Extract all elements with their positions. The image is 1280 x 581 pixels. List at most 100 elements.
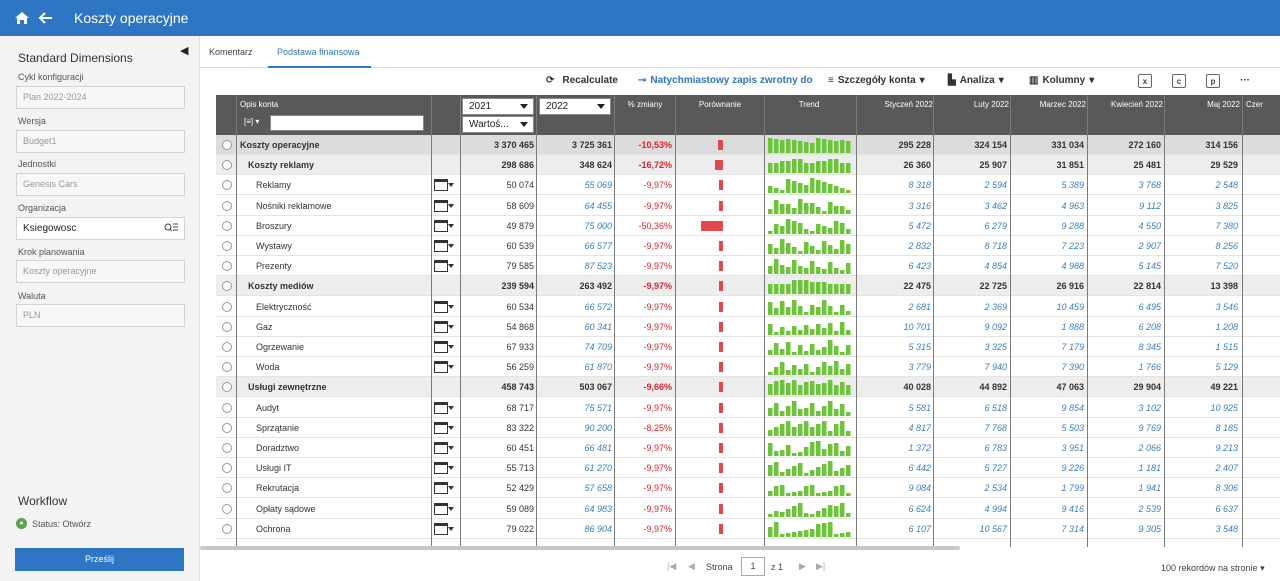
month-value[interactable]: 5 581 [908,402,931,413]
export-csv-icon[interactable]: c [1172,74,1186,88]
month-value[interactable]: 9 084 [908,483,931,494]
month-value[interactable]: 9 288 [1061,220,1084,231]
month-value[interactable]: 2 594 [984,180,1007,191]
calendar-icon[interactable] [434,522,448,535]
calendar-icon[interactable] [434,320,448,333]
value-2022[interactable]: 60 341 [584,321,612,332]
month-value[interactable]: 1 766 [1138,362,1161,373]
month-value[interactable]: 2 539 [1138,503,1161,514]
recalculate-button[interactable]: ⟳ Recalculate [546,75,618,86]
value-2022[interactable]: 87 523 [584,261,612,272]
month-value[interactable]: 4 963 [1061,200,1084,211]
month-value[interactable]: 5 727 [984,463,1007,474]
back-arrow-icon[interactable] [36,8,56,28]
table-row[interactable]: Sprzątanie 83 322 90 200 -8,25% 4 817 7 768 5 … [216,418,1280,438]
organization-field[interactable]: Ksiegowosc [16,217,185,240]
filter-icon[interactable]: [≡] ▾ [244,117,260,126]
row-select-radio[interactable] [222,140,232,150]
currency-field[interactable]: PLN [16,304,185,327]
month-value[interactable]: 10 701 [903,321,931,332]
table-row[interactable]: Audyt 68 717 75 571 -9,97% 5 581 6 518 9 854 3 … [216,398,1280,418]
account-filter-input[interactable] [270,115,424,131]
per-page-select[interactable]: 100 rekordów na stronie ▾ [1161,563,1265,573]
month-value[interactable]: 9 112 [1139,200,1161,211]
row-select-radio[interactable] [222,241,232,251]
row-select-radio[interactable] [222,443,232,453]
dropdown-icon[interactable] [448,223,454,228]
month-value[interactable]: 5 145 [1138,261,1161,272]
calendar-icon[interactable] [434,240,448,252]
month-value[interactable]: 8 718 [984,241,1007,251]
value-2022[interactable]: 55 069 [584,180,612,191]
month-value[interactable]: 1 208 [1215,321,1238,332]
dropdown-icon[interactable] [448,526,454,531]
month-value[interactable]: 6 423 [908,261,931,272]
month-value[interactable]: 7 390 [1061,362,1084,373]
month-value[interactable]: 3 548 [1215,523,1238,534]
month-value[interactable]: 2 907 [1138,241,1161,251]
tab-financial-basis[interactable]: Podstawa finansowa [277,47,360,57]
value-2022[interactable]: 90 200 [584,422,612,433]
month-value[interactable]: 6 637 [1215,503,1238,514]
month-value[interactable]: 5 389 [1061,180,1084,191]
value-2022[interactable]: 66 572 [584,301,612,312]
calendar-icon[interactable] [434,462,448,475]
value-2022[interactable]: 86 904 [584,523,612,534]
year-2021-select[interactable]: 2021 [462,98,534,115]
month-value[interactable]: 10 459 [1056,301,1084,312]
table-row[interactable]: Woda 56 259 61 870 -9,97% 3 779 7 940 7 390 1 7… [216,357,1280,378]
value-2022[interactable]: 74 709 [584,342,612,352]
value-2022[interactable]: 61 870 [584,362,612,373]
calendar-icon[interactable] [434,482,448,495]
last-page-icon[interactable]: ▶| [816,561,826,571]
dropdown-icon[interactable] [448,324,454,329]
month-value[interactable]: 9 226 [1061,463,1084,474]
month-value[interactable]: 9 416 [1061,503,1084,514]
table-row[interactable]: Prezenty 79 585 87 523 -9,97% 6 423 4 854 4 98… [216,256,1280,277]
calendar-icon[interactable] [434,421,448,434]
month-value[interactable]: 4 854 [984,261,1007,272]
export-pdf-icon[interactable]: p [1206,74,1220,88]
table-row[interactable]: Ochrona 79 022 86 904 -9,97% 6 107 10 567 7 31… [216,519,1280,539]
filter-list-icon[interactable] [164,221,178,242]
table-row[interactable]: Rekrutacja 52 429 57 658 -9,97% 9 084 2 534 1 … [216,478,1280,499]
writeback-toggle[interactable]: ⊸ Natychmiastowy zapis zwrotny do [638,75,813,86]
month-value[interactable]: 9 213 [1215,443,1238,453]
version-field[interactable]: Budget1 [16,130,185,153]
month-value[interactable]: 4 988 [1061,261,1084,272]
table-row[interactable]: Broszury 49 879 75 000 -50,36% 5 472 6 279 9 2… [216,216,1280,236]
month-value[interactable]: 6 442 [908,463,931,474]
value-2022[interactable]: 57 658 [584,483,612,494]
calendar-icon[interactable] [434,502,448,515]
dropdown-icon[interactable] [448,365,454,370]
table-row[interactable]: Usługi IT 55 713 61 270 -9,97% 6 442 5 727 9 2… [216,458,1280,479]
dropdown-icon[interactable] [448,244,454,248]
dropdown-icon[interactable] [448,405,454,410]
row-select-radio[interactable] [222,180,232,191]
row-select-radio[interactable] [222,321,232,332]
home-icon[interactable] [12,8,32,28]
month-value[interactable]: 3 825 [1215,200,1238,211]
month-value[interactable]: 5 503 [1061,422,1084,433]
calendar-icon[interactable] [434,442,448,454]
more-menu[interactable]: ··· [1240,75,1250,86]
month-value[interactable]: 4 817 [908,422,931,433]
calendar-icon[interactable] [434,179,448,192]
row-select-radio[interactable] [222,261,232,272]
table-row[interactable]: Reklamy 50 074 55 069 -9,97% 8 318 2 594 5 389… [216,175,1280,196]
month-value[interactable]: 5 315 [908,342,931,352]
dropdown-icon[interactable] [448,466,454,471]
month-value[interactable]: 2 832 [908,241,931,251]
dropdown-icon[interactable] [448,425,454,430]
row-select-radio[interactable] [222,422,232,433]
month-value[interactable]: 6 495 [1138,301,1161,312]
table-row[interactable]: Opłaty sądowe 59 089 64 983 -9,97% 6 624 4 99… [216,499,1280,519]
month-value[interactable]: 7 223 [1061,241,1084,251]
month-value[interactable]: 6 279 [984,220,1007,231]
collapse-panel-icon[interactable]: ◀ [180,45,189,57]
month-value[interactable]: 6 208 [1138,321,1161,332]
month-value[interactable]: 8 185 [1215,422,1238,433]
calendar-icon[interactable] [434,401,448,414]
table-row[interactable]: Nośniki reklamowe 58 609 64 455 -9,97% 3 316… [216,196,1280,216]
month-value[interactable]: 10 567 [979,523,1007,534]
